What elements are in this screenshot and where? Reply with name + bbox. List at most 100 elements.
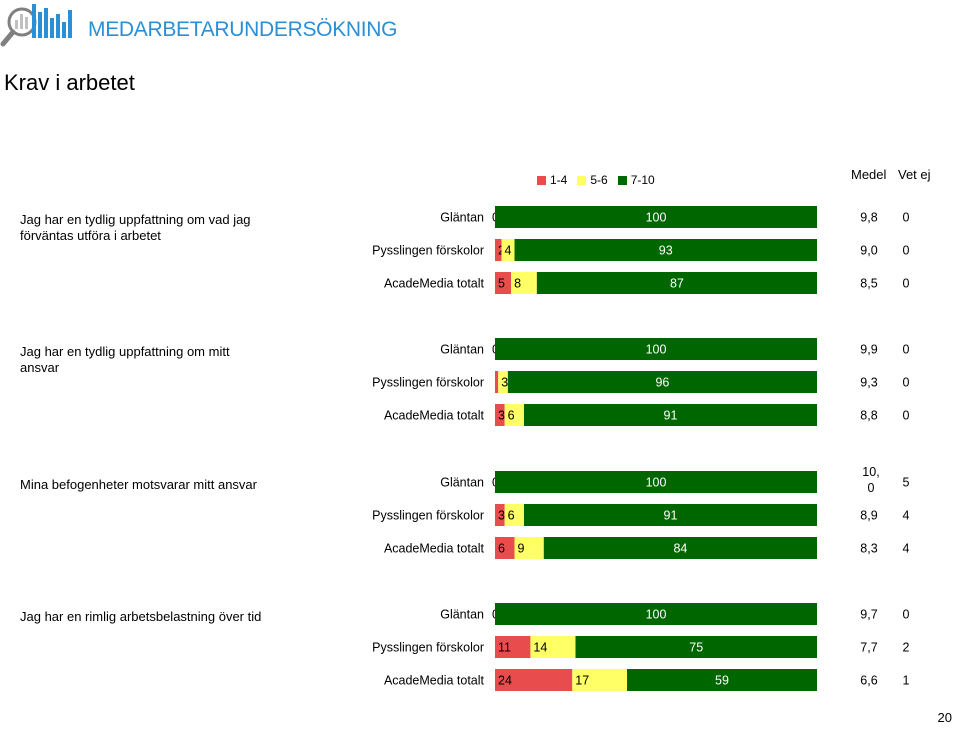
- data-label: 91: [664, 509, 678, 523]
- dont-know-value: 5: [903, 476, 910, 490]
- page-title: Krav i arbetet: [4, 70, 135, 95]
- bar-segment-mid: [514, 537, 544, 559]
- legend-label-high: 7-10: [630, 173, 655, 187]
- mean-value: 8,8: [860, 409, 877, 423]
- dont-know-value: 2: [903, 641, 910, 655]
- dont-know-value: 0: [903, 244, 910, 258]
- data-label: 93: [659, 244, 673, 258]
- question-text: Mina befogenheter motsvarar mitt ansvar: [20, 477, 257, 492]
- row-label: AcadeMedia totalt: [384, 409, 485, 423]
- mean-value: 9,0: [860, 244, 877, 258]
- row-label: Pysslingen förskolor: [372, 641, 484, 655]
- question-text: Jag har en tydlig uppfattning om mitt an…: [20, 344, 230, 375]
- bar-segment-low: [495, 272, 512, 294]
- bar-segment-mid: [530, 636, 576, 658]
- bar-segment-mid: [501, 239, 515, 261]
- data-label: 14: [533, 641, 547, 655]
- data-label: 8: [514, 277, 521, 291]
- data-label: 24: [498, 674, 512, 688]
- legend-item-low: 1-4: [537, 173, 567, 187]
- dont-know-value: 0: [903, 376, 910, 390]
- row-label: Gläntan: [440, 608, 484, 622]
- data-label: 3: [498, 509, 505, 523]
- legend-item-mid: 5-6: [577, 173, 608, 187]
- bar-segment-high: [495, 603, 817, 625]
- bar-segment-mid: [498, 371, 508, 393]
- bar-segment-mid: [572, 669, 628, 691]
- bar-segment-low: [495, 537, 515, 559]
- mean-value: 7,7: [860, 641, 877, 655]
- data-label: 91: [664, 409, 678, 423]
- mean-value: 9,8: [860, 211, 877, 225]
- bar-segment-mid: [504, 404, 524, 426]
- data-label: 4: [505, 244, 512, 258]
- legend-swatch-mid: [577, 175, 587, 185]
- bar-segment-low: [495, 404, 505, 426]
- data-label: 2: [498, 244, 505, 258]
- data-label: 6: [508, 409, 515, 423]
- data-label: 5: [498, 277, 505, 291]
- data-label: 100: [646, 211, 667, 225]
- dont-know-value: 4: [903, 509, 910, 523]
- mean-value: 8,9: [860, 509, 877, 523]
- data-label: 3: [498, 409, 505, 423]
- data-label: 3: [501, 376, 508, 390]
- mean-value: 9,3: [860, 376, 877, 390]
- row-label: AcadeMedia totalt: [384, 542, 485, 556]
- row-label: Gläntan: [440, 211, 484, 225]
- bar-segment-high: [495, 206, 817, 228]
- row-label: Pysslingen förskolor: [372, 244, 484, 258]
- data-label: 17: [575, 674, 589, 688]
- bar-segment-high: [523, 504, 817, 526]
- dont-know-value: 0: [903, 608, 910, 622]
- data-label: 9: [518, 542, 525, 556]
- dont-know-value: 0: [903, 409, 910, 423]
- legend: 1-4 5-6 7-10: [537, 173, 655, 187]
- legend-item-high: 7-10: [617, 173, 655, 187]
- bar-segment-mid: [504, 504, 524, 526]
- question-text: Jag har en tydlig uppfattning om vad jag…: [20, 212, 251, 243]
- brand-name: MEDARBETARUNDERSÖKNING: [88, 18, 398, 41]
- mean-value: 9,9: [860, 343, 877, 357]
- bar-segment-high: [495, 471, 817, 493]
- data-label: 100: [646, 608, 667, 622]
- mean-value: 6,6: [860, 674, 877, 688]
- bar-segment-low: [495, 371, 499, 393]
- row-label: AcadeMedia totalt: [384, 277, 485, 291]
- data-label: 100: [646, 343, 667, 357]
- row-label: Pysslingen förskolor: [372, 509, 484, 523]
- bar-segment-high: [575, 636, 817, 658]
- legend-label-mid: 5-6: [590, 173, 608, 187]
- bar-segment-high: [495, 338, 817, 360]
- mean-value: 8,3: [860, 542, 877, 556]
- dont-know-value: 0: [903, 343, 910, 357]
- question-text: Jag har en rimlig arbetsbelastning över …: [20, 609, 262, 624]
- data-label: 96: [655, 376, 669, 390]
- legend-swatch-high: [617, 175, 627, 185]
- data-label: 6: [498, 542, 505, 556]
- column-header-mean: Medel: [851, 167, 887, 182]
- bar-segment-mid: [511, 272, 537, 294]
- legend-label-low: 1-4: [550, 173, 568, 187]
- row-label: Gläntan: [440, 343, 484, 357]
- bar-segment-high: [627, 669, 817, 691]
- mean-value: 8,5: [860, 277, 877, 291]
- data-label: 75: [689, 641, 703, 655]
- bar-segment-high: [507, 371, 817, 393]
- data-label: 11: [498, 641, 511, 655]
- dont-know-value: 0: [903, 277, 910, 291]
- bar-segment-low: [495, 504, 505, 526]
- data-label: 59: [715, 674, 729, 688]
- column-header-dont-know: Vet ej: [898, 167, 931, 182]
- mean-value: 10,: [862, 465, 879, 479]
- bar-segment-high: [514, 239, 817, 261]
- row-label: Pysslingen förskolor: [372, 376, 484, 390]
- bar-segment-low: [495, 636, 531, 658]
- data-label: 84: [673, 542, 687, 556]
- mean-value: 0: [868, 481, 875, 495]
- dont-know-value: 4: [903, 542, 910, 556]
- bar-segment-low: [495, 239, 502, 261]
- dont-know-value: 1: [903, 674, 910, 688]
- bar-segment-high: [523, 404, 817, 426]
